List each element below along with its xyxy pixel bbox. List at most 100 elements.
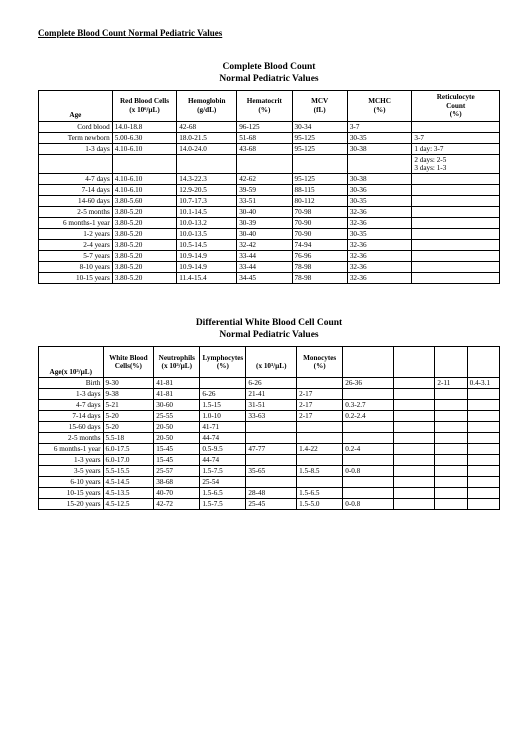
table1-cell bbox=[237, 154, 292, 174]
table2-cell: 1.5-8.5 bbox=[297, 466, 343, 477]
table2-cell bbox=[435, 389, 467, 400]
table1-cell: 14-60 days bbox=[39, 196, 113, 207]
table2-cell bbox=[343, 477, 394, 488]
table1-cell: 70-98 bbox=[292, 207, 347, 218]
table2-cell bbox=[467, 400, 499, 411]
table1-cell bbox=[412, 207, 500, 218]
table2-cell: 5-20 bbox=[103, 422, 154, 433]
table2-cell bbox=[393, 455, 434, 466]
table1-cell: 10.5-14.5 bbox=[177, 240, 237, 251]
table1-cell: 11.4-15.4 bbox=[177, 273, 237, 284]
table1-cell: 3.80-5.20 bbox=[112, 207, 177, 218]
table2-cell: 26-36 bbox=[343, 378, 394, 389]
table2-cell bbox=[246, 433, 297, 444]
table1-header-row: Age Red Blood Cells(x 10⁶/µL) Hemoglobin… bbox=[39, 90, 500, 121]
table1-row: 14-60 days3.80-5.6010.7-17.333-5180-1123… bbox=[39, 196, 500, 207]
table2-row: 10-15 years4.5-13.540-701.5-6.528-481.5-… bbox=[39, 488, 500, 499]
table2-cell bbox=[393, 411, 434, 422]
table2-cell bbox=[467, 444, 499, 455]
table1-cell: 10.9-14.9 bbox=[177, 262, 237, 273]
table2-cell: 4.5-12.5 bbox=[103, 499, 154, 510]
th2-mono: Monocytes(%) bbox=[297, 347, 343, 378]
table2-cell: 0.4-3.1 bbox=[467, 378, 499, 389]
table2-cell bbox=[297, 422, 343, 433]
table1-cell: 42-68 bbox=[177, 121, 237, 132]
table1-row: 4-7 days4.10-6.1014.3-22.342-6295-12530-… bbox=[39, 174, 500, 185]
table2-cell bbox=[297, 378, 343, 389]
th-ret: ReticulocyteCount(%) bbox=[412, 90, 500, 121]
table2-cell: 20-50 bbox=[154, 433, 200, 444]
th-mchc: MCHC(%) bbox=[347, 90, 412, 121]
table1-cell: 14.0-24.0 bbox=[177, 143, 237, 154]
th-hgb: Hemoglobin(g/dL) bbox=[177, 90, 237, 121]
table1-cell: 88-115 bbox=[292, 185, 347, 196]
table1-cell: 78-98 bbox=[292, 262, 347, 273]
table2-cell bbox=[200, 378, 246, 389]
table2-cell: 0.5-9.5 bbox=[200, 444, 246, 455]
table2-cell: 1.5-7.5 bbox=[200, 466, 246, 477]
table1-cell: 1-3 days bbox=[39, 143, 113, 154]
table1-cell: 32-36 bbox=[347, 273, 412, 284]
table1-cell: 18.0-21.5 bbox=[177, 132, 237, 143]
table2-cell: 1-3 days bbox=[39, 389, 104, 400]
table1-cell: 10.0-13.5 bbox=[177, 229, 237, 240]
table1-row: Cord blood14.0-18.842-6896-12530-343-7 bbox=[39, 121, 500, 132]
table2-cell: 2-17 bbox=[297, 400, 343, 411]
table1-cell: 12.9-20.5 bbox=[177, 185, 237, 196]
table2-cell bbox=[435, 477, 467, 488]
table1-cell: 30-34 bbox=[292, 121, 347, 132]
document-title: Complete Blood Count Normal Pediatric Va… bbox=[38, 28, 500, 38]
table2-cell: 7-14 days bbox=[39, 411, 104, 422]
table2-cell bbox=[435, 466, 467, 477]
table1-cell: Cord blood bbox=[39, 121, 113, 132]
table2-cell bbox=[393, 444, 434, 455]
table1-cell: 6 months-1 year bbox=[39, 218, 113, 229]
table2-cell bbox=[435, 400, 467, 411]
table1-cell: Term newborn bbox=[39, 132, 113, 143]
table2-cell: 0.2-2.4 bbox=[343, 411, 394, 422]
table1-cell: 42-62 bbox=[237, 174, 292, 185]
table2-cell bbox=[393, 466, 434, 477]
table1-cell: 32-36 bbox=[347, 262, 412, 273]
table2-cell bbox=[467, 422, 499, 433]
table1-cell: 33-44 bbox=[237, 262, 292, 273]
table1-cell: 70-90 bbox=[292, 218, 347, 229]
table2-cell bbox=[393, 499, 434, 510]
table2-cell: 5-20 bbox=[103, 411, 154, 422]
th-hct: Hematocrit(%) bbox=[237, 90, 292, 121]
table2-title: Differential White Blood Cell Count Norm… bbox=[38, 318, 500, 342]
table2-cell bbox=[467, 488, 499, 499]
table2-row: 15-60 days5-2020-5041-71 bbox=[39, 422, 500, 433]
table1-cell: 34-45 bbox=[237, 273, 292, 284]
table2-row: 6-10 years4.5-14.538-6825-54 bbox=[39, 477, 500, 488]
table1-cell: 32-36 bbox=[347, 207, 412, 218]
table2-cell: 15-45 bbox=[154, 455, 200, 466]
th2-lymph-abs: (x 10³/µL) bbox=[246, 347, 297, 378]
table2-cell: 1.5-15 bbox=[200, 400, 246, 411]
table2-cell: 44-74 bbox=[200, 455, 246, 466]
table2-cell: 9-38 bbox=[103, 389, 154, 400]
table2-cell: 6 months-1 year bbox=[39, 444, 104, 455]
table1-cell: 3.80-5.60 bbox=[112, 196, 177, 207]
table2-cell bbox=[435, 433, 467, 444]
table1-cell bbox=[39, 154, 113, 174]
table1-cell: 30-35 bbox=[347, 196, 412, 207]
th2-c6 bbox=[343, 347, 394, 378]
table2-row: Birth9-3041-816-2626-362-110.4-3.1 bbox=[39, 378, 500, 389]
table1-cell: 30-38 bbox=[347, 174, 412, 185]
table2-cell: 44-74 bbox=[200, 433, 246, 444]
table2-cell: 33-63 bbox=[246, 411, 297, 422]
table1-cell: 30-40 bbox=[237, 207, 292, 218]
table1-cell: 1 day: 3-7 bbox=[412, 143, 500, 154]
table1: Age Red Blood Cells(x 10⁶/µL) Hemoglobin… bbox=[38, 90, 500, 285]
th2-neut: Neutrophils(x 10³/µL) bbox=[154, 347, 200, 378]
table1-cell: 4.10-6.10 bbox=[112, 174, 177, 185]
table2-cell bbox=[467, 433, 499, 444]
table1-cell: 33-44 bbox=[237, 251, 292, 262]
table2-cell bbox=[435, 411, 467, 422]
table2-cell bbox=[393, 488, 434, 499]
table2-cell: 6-26 bbox=[246, 378, 297, 389]
table2-cell bbox=[467, 411, 499, 422]
th2-lymph: Lymphocytes(%) bbox=[200, 347, 246, 378]
table2-cell: 6-26 bbox=[200, 389, 246, 400]
